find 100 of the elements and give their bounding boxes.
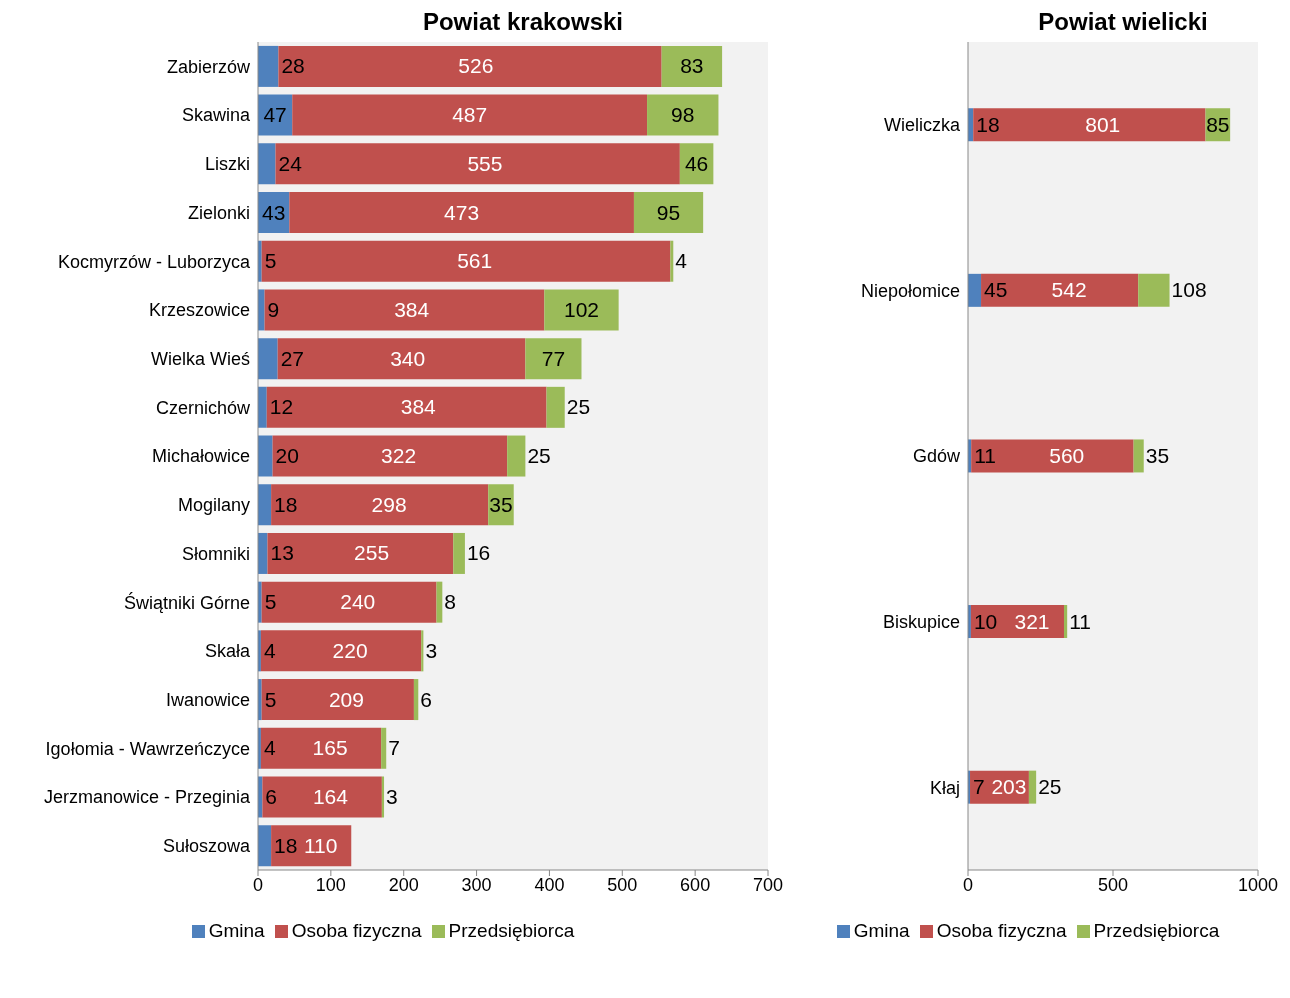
bar	[670, 240, 674, 282]
bar	[971, 439, 1134, 473]
bar	[275, 143, 680, 185]
bar	[278, 45, 662, 87]
data-label: 110	[303, 833, 338, 857]
data-label: 240	[340, 590, 376, 614]
bar	[267, 532, 454, 574]
x-tick-label: 0	[962, 874, 974, 895]
data-label: 11	[974, 443, 996, 467]
x-tick-label: 600	[680, 874, 711, 895]
data-label: 3	[425, 638, 438, 662]
data-label: 45	[984, 278, 1008, 302]
chart-title: Powiat wielicki	[1037, 8, 1209, 37]
data-label: 5	[264, 249, 277, 273]
y-tick-label: Niepołomice	[860, 280, 960, 301]
bar	[1133, 439, 1144, 473]
bar	[661, 45, 723, 87]
y-tick-label: Czernichów	[155, 397, 251, 418]
data-label: 801	[1085, 112, 1121, 136]
bar	[266, 386, 547, 428]
y-tick-label: Jerzmanowice - Przeginia	[43, 787, 251, 808]
bar	[277, 338, 526, 380]
data-label: 555	[467, 151, 503, 175]
bar	[1063, 605, 1068, 639]
bar	[1028, 770, 1037, 804]
bar	[981, 273, 1139, 307]
data-label: 25	[1038, 775, 1062, 799]
data-label: 10	[973, 609, 998, 633]
bar	[292, 94, 648, 136]
bar	[264, 289, 545, 331]
y-tick-label: Kocmyrzów - Luborzyca	[57, 251, 251, 272]
legend-label: Osoba fizyczna	[291, 920, 422, 941]
data-label: 8	[444, 590, 457, 614]
legend-label: Gmina	[853, 920, 910, 941]
data-label: 28	[281, 54, 305, 78]
data-label: 46	[684, 151, 709, 175]
bar	[546, 386, 565, 428]
data-label: 11	[1069, 609, 1091, 633]
data-label: 95	[656, 200, 681, 224]
y-tick-label: Krzeszowice	[148, 300, 250, 321]
bar	[973, 108, 1206, 142]
x-tick-label: 300	[461, 874, 492, 895]
data-label: 25	[527, 444, 551, 468]
data-label: 77	[541, 346, 566, 370]
data-label: 4	[675, 249, 688, 273]
x-tick-label: 1000	[1237, 874, 1279, 895]
bar	[258, 825, 272, 867]
y-tick-label: Mogilany	[177, 495, 250, 516]
data-label: 203	[991, 775, 1027, 799]
data-label: 4	[263, 638, 276, 662]
data-label: 20	[275, 444, 299, 468]
data-label: 5	[264, 687, 277, 711]
data-label: 340	[390, 346, 426, 370]
bar	[262, 776, 382, 818]
y-tick-label: Wieliczka	[883, 115, 961, 136]
data-label: 27	[280, 346, 305, 370]
x-tick-label: 0	[252, 874, 264, 895]
x-tick-label: 500	[607, 874, 638, 895]
bar	[289, 192, 634, 234]
data-label: 487	[452, 103, 488, 127]
x-tick-label: 500	[1097, 874, 1129, 895]
bar	[968, 273, 982, 307]
data-label: 6	[265, 784, 278, 808]
data-label: 209	[328, 687, 364, 711]
x-tick-label: 700	[752, 874, 784, 895]
bar	[453, 532, 465, 574]
y-tick-label: Skawina	[181, 105, 251, 126]
data-label: 16	[466, 541, 491, 565]
bar	[381, 727, 387, 769]
data-label: 220	[332, 638, 368, 662]
bar	[544, 289, 619, 331]
data-label: 6	[420, 687, 432, 711]
data-label: 25	[566, 395, 591, 419]
bar	[261, 679, 414, 721]
bar	[258, 143, 276, 185]
x-tick-label: 400	[534, 874, 565, 895]
data-label: 18	[976, 112, 1000, 136]
data-label: 3	[386, 784, 398, 808]
bar	[271, 484, 489, 526]
y-tick-label: Zielonki	[187, 202, 250, 223]
data-label: 18	[274, 833, 298, 857]
y-tick-label: Michałowice	[151, 446, 250, 467]
bar	[272, 435, 508, 477]
y-tick-label: Świątniki Górne	[123, 591, 250, 613]
bar	[260, 630, 422, 672]
bar	[507, 435, 526, 477]
bar	[260, 727, 382, 769]
bar	[261, 581, 437, 623]
bar	[381, 776, 385, 818]
data-label: 4	[263, 736, 276, 760]
y-tick-label: Wielka Wieś	[150, 348, 250, 369]
data-label: 322	[381, 444, 417, 468]
data-label: 13	[270, 541, 294, 565]
data-label: 5	[264, 590, 277, 614]
data-label: 24	[278, 151, 303, 175]
bar	[1138, 273, 1170, 307]
bar	[261, 240, 671, 282]
data-label: 7	[973, 775, 985, 799]
data-label: 473	[444, 200, 480, 224]
bar	[258, 338, 278, 380]
